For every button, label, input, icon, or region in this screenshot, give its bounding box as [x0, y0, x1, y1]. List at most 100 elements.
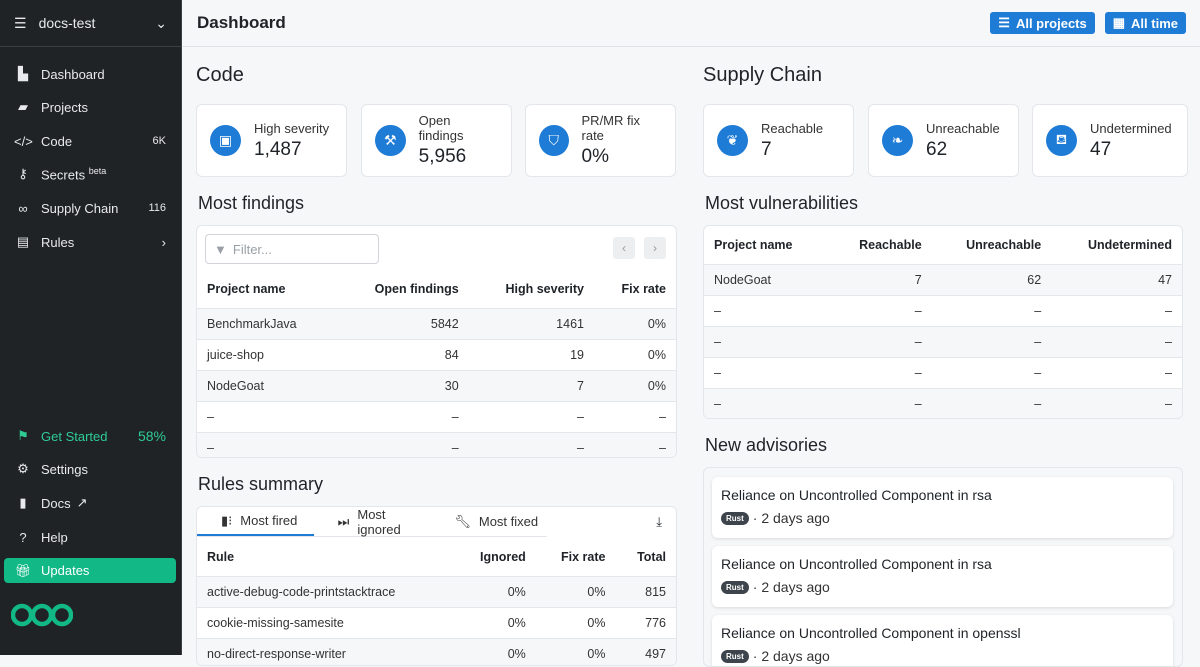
- sidebar-item-code[interactable]: </> Code 6K: [4, 128, 176, 154]
- table-row[interactable]: juice-shop 84 19 0%: [197, 338, 676, 370]
- sidebar-item-docs[interactable]: ▮ Docs ↗: [4, 490, 176, 516]
- skip-icon: ⏭: [337, 513, 350, 529]
- cell: –: [1051, 294, 1182, 326]
- cell: –: [931, 325, 1052, 357]
- nav-label: Docs: [41, 495, 71, 511]
- stat-card-undetermined[interactable]: ⛾ Undetermined 47: [1032, 104, 1188, 177]
- column-header[interactable]: High severity: [505, 281, 584, 296]
- column-header[interactable]: Project name: [207, 281, 286, 296]
- cell: 30: [336, 369, 469, 401]
- cell: NodeGoat: [704, 263, 828, 295]
- table-row[interactable]: cookie-missing-samesite 0% 0% 776: [197, 606, 676, 638]
- column-header[interactable]: Ignored: [479, 549, 526, 564]
- sidebar: ☰ docs-test ⌄ ▙ Dashboard ▰ Projects </> Co…: [0, 0, 182, 655]
- tab-label: Most ignored: [357, 506, 401, 537]
- advisory-time: · 2 days ago: [752, 648, 830, 664]
- key-icon: ⚷: [18, 166, 28, 181]
- bug-window-icon: ▣: [210, 125, 241, 156]
- column-header[interactable]: Total: [637, 549, 666, 564]
- cell: 497: [615, 637, 676, 665]
- stat-card-unreachable[interactable]: ❧ Unreachable 62: [868, 104, 1019, 177]
- ecosystem-badge: Rust: [721, 649, 749, 663]
- column-header[interactable]: Undetermined: [1087, 237, 1172, 252]
- cell: –: [336, 400, 469, 432]
- prev-page-button[interactable]: ‹: [613, 237, 635, 259]
- column-header[interactable]: Project name: [714, 237, 793, 252]
- progress-percent: 58%: [137, 428, 166, 444]
- stat-card-fix-rate[interactable]: ⛉ PR/MR fix rate 0%: [525, 104, 676, 177]
- sidebar-item-updates[interactable]: 🎁︎ Updates: [4, 558, 176, 583]
- cell: 1461: [468, 307, 594, 339]
- book-icon: ▮: [19, 495, 27, 510]
- sidebar-item-help[interactable]: ? Help: [4, 524, 176, 550]
- menu-icon[interactable]: ☰: [14, 14, 27, 31]
- cell: –: [197, 431, 337, 457]
- cell: –: [931, 356, 1052, 388]
- sidebar-item-settings[interactable]: ⚙ Settings: [4, 456, 176, 482]
- download-icon[interactable]: ⤓: [656, 514, 662, 529]
- advisory-time: · 2 days ago: [752, 579, 830, 595]
- table-row[interactable]: NodeGoat 7 62 47: [704, 263, 1182, 295]
- advisory-title: Reliance on Uncontrolled Component in rs…: [721, 487, 992, 503]
- rules-summary-title: Rules summary: [198, 474, 324, 494]
- table-row: – – – –: [704, 387, 1182, 418]
- column-header[interactable]: Reachable: [859, 237, 922, 252]
- tab-most-fired[interactable]: ▮⁝ Most fired: [197, 507, 314, 536]
- table-row[interactable]: active-debug-code-printstacktrace 0% 0% 815: [197, 575, 676, 607]
- nav-label: Secrets beta: [41, 166, 166, 182]
- nav-label: Updates: [41, 563, 90, 578]
- column-header[interactable]: Fix rate: [561, 549, 606, 564]
- next-page-button[interactable]: ›: [644, 237, 666, 259]
- table-row[interactable]: BenchmarkJava 5842 1461 0%: [197, 307, 676, 339]
- nav-label: Rules: [41, 234, 75, 250]
- table-row[interactable]: NodeGoat 30 7 0%: [197, 369, 676, 401]
- tab-most-ignored[interactable]: ⏭ Most ignored: [314, 506, 431, 537]
- code-icon: </>: [14, 133, 33, 149]
- cell: –: [931, 387, 1052, 418]
- stat-card-high-severity[interactable]: ▣ High severity 1,487: [196, 104, 347, 177]
- sidebar-item-secrets[interactable]: ⚷ Secrets beta: [4, 161, 176, 187]
- sidebar-item-projects[interactable]: ▰ Projects: [4, 94, 176, 120]
- cell: 0%: [454, 575, 536, 607]
- stat-value: 62: [926, 138, 948, 160]
- stat-label: High severity: [254, 120, 330, 136]
- column-header[interactable]: Fix rate: [621, 281, 666, 296]
- filter-input[interactable]: ▼ Filter...: [205, 234, 379, 264]
- stat-card-reachable[interactable]: ❦ Reachable 7: [703, 104, 854, 177]
- table-row: – – – –: [197, 400, 676, 432]
- sidebar-item-supply-chain[interactable]: ∞ Supply Chain 116: [4, 195, 176, 221]
- tab-label: Most fixed: [478, 514, 539, 529]
- cell: –: [704, 356, 828, 388]
- sidebar-item-rules[interactable]: ▤ Rules ›: [4, 229, 176, 255]
- tab-label: Most fired: [240, 513, 298, 528]
- cell: juice-shop: [197, 338, 337, 370]
- cell: –: [931, 294, 1052, 326]
- beta-label: beta: [88, 165, 107, 176]
- nav-label: Dashboard: [41, 66, 105, 82]
- all-time-button[interactable]: ▦ All time: [1104, 12, 1186, 34]
- column-header[interactable]: Open findings: [374, 281, 459, 296]
- stat-card-open-findings[interactable]: ⚒ Open findings 5,956: [361, 104, 512, 177]
- stat-label: Unreachable: [926, 120, 1000, 136]
- advisory-item[interactable]: Reliance on Uncontrolled Component in op…: [712, 615, 1173, 666]
- cell: –: [827, 387, 932, 418]
- advisory-item[interactable]: Reliance on Uncontrolled Component in rs…: [712, 546, 1173, 607]
- advisory-item[interactable]: Reliance on Uncontrolled Component in rs…: [712, 477, 1173, 538]
- advisory-time: · 2 days ago: [752, 510, 830, 526]
- cell: –: [827, 356, 932, 388]
- table-row: – – – –: [704, 325, 1182, 357]
- rules-summary-panel: ▮⁝ Most fired ⏭ Most ignored 🔧︎ Most fixed …: [196, 506, 677, 666]
- all-projects-button[interactable]: ☰ All projects: [990, 12, 1095, 34]
- sidebar-item-dashboard[interactable]: ▙ Dashboard: [4, 61, 176, 87]
- column-header[interactable]: Unreachable: [966, 237, 1042, 252]
- column-header[interactable]: Rule: [207, 549, 235, 564]
- nav-label: Code: [41, 133, 73, 149]
- sidebar-item-get-started[interactable]: ⚑ Get Started 58%: [4, 423, 176, 449]
- help-icon: ?: [19, 529, 27, 545]
- advisory-title: Reliance on Uncontrolled Component in rs…: [721, 556, 992, 572]
- nav-count: 116: [148, 202, 166, 214]
- tab-most-fixed[interactable]: 🔧︎ Most fixed: [430, 507, 547, 536]
- org-switcher[interactable]: ☰ docs-test ⌄: [0, 0, 181, 47]
- table-row: – – – –: [704, 294, 1182, 326]
- table-row[interactable]: no-direct-response-writer 0% 0% 497: [197, 637, 676, 665]
